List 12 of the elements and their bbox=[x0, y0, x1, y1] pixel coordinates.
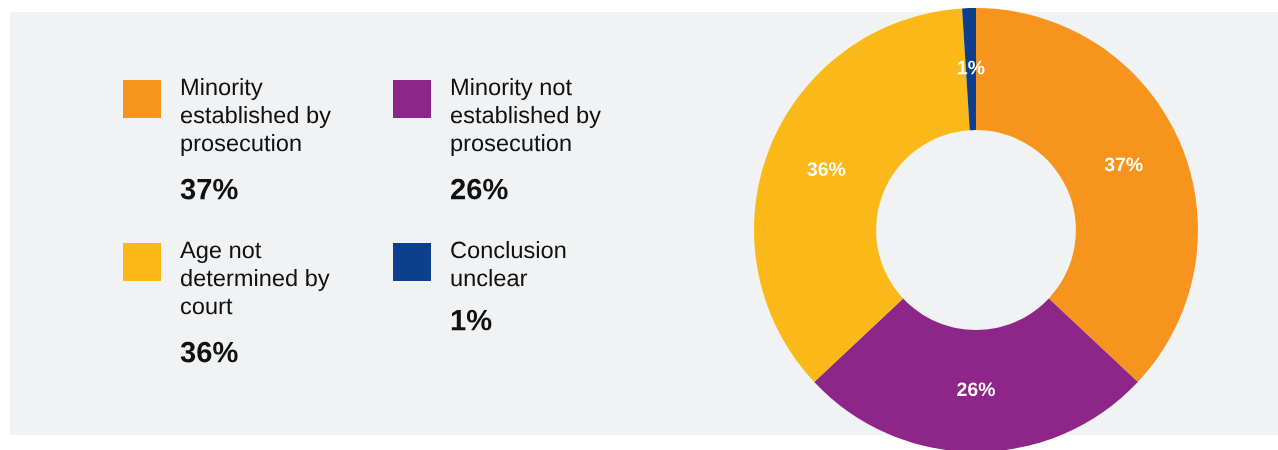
legend-label: Conclusion unclear bbox=[451, 241, 566, 287]
text: 26% bbox=[451, 178, 508, 200]
text: 1% bbox=[451, 309, 492, 331]
data-label: 26% bbox=[957, 382, 995, 397]
text: 37% bbox=[180, 178, 238, 200]
data-label: 36% bbox=[807, 162, 846, 176]
text: 36% bbox=[180, 341, 238, 363]
legend-label: Minority established by prosecution bbox=[181, 78, 331, 157]
data-label: 37% bbox=[1104, 157, 1143, 172]
legend-label: Age not determined by court bbox=[180, 241, 330, 315]
donut-slice bbox=[814, 298, 1138, 450]
legend-label: Minority not established by prosecution bbox=[451, 78, 601, 157]
